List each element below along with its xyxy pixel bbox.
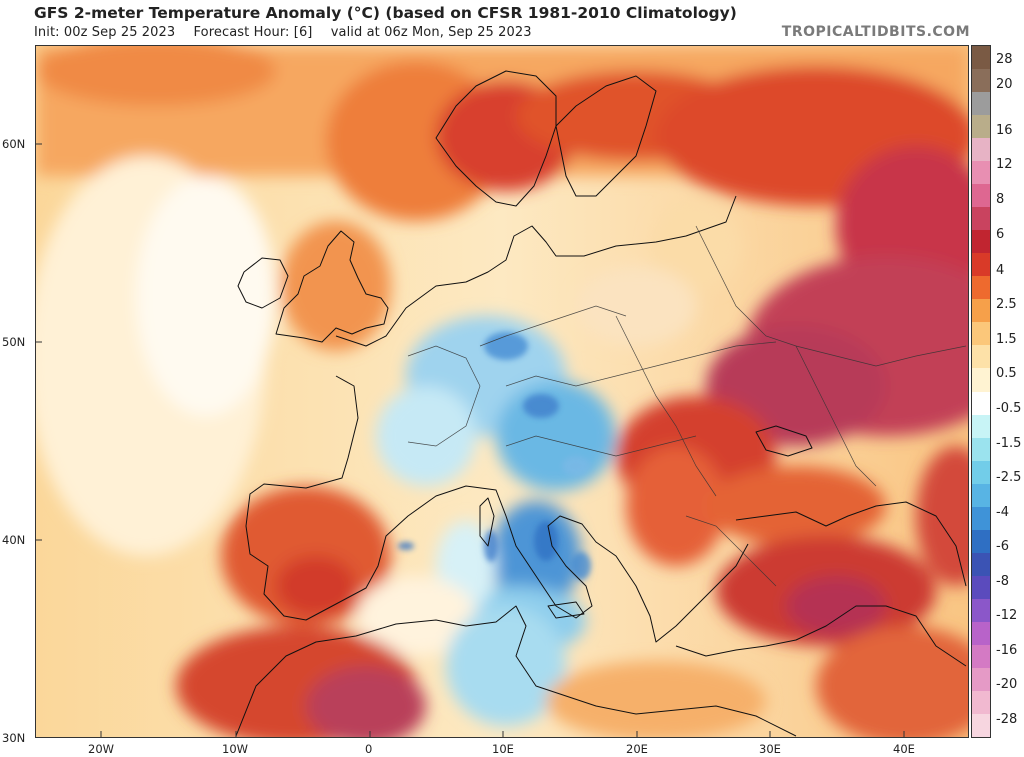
lon-label-40e: 40E	[893, 742, 915, 756]
colorbar-segment	[972, 299, 990, 323]
colorbar-segment	[972, 46, 990, 70]
colorbar-label: 2.5	[996, 297, 1017, 312]
scandinavia-coast	[435, 70, 557, 207]
black-sea-coast	[735, 501, 967, 587]
colorbar-label: 8	[996, 192, 1005, 207]
colorbar-segment	[972, 184, 990, 208]
colorbar-segment	[972, 322, 990, 346]
colorbar-label: 20	[996, 77, 1013, 92]
anatolia-south-coast	[675, 605, 967, 667]
valid-time-label: valid at 06z Mon, Sep 25 2023	[330, 25, 532, 40]
colorbar-segment	[972, 575, 990, 600]
colorbar-label: -2.5	[996, 470, 1022, 485]
lat-label-60n: 60N	[2, 137, 26, 151]
forecast-hour-label: Forecast Hour: [6]	[193, 25, 313, 40]
colorbar-segment	[972, 391, 990, 416]
lon-label-0: 0	[365, 742, 373, 756]
colorbar-segment	[972, 414, 990, 439]
colorbar-segment	[972, 644, 990, 669]
colorbar-label: -1.5	[996, 436, 1022, 451]
colorbar-segment	[972, 368, 990, 392]
colorbar-label: -20	[996, 677, 1018, 692]
gulf-of-bothnia-coast	[555, 75, 657, 197]
lon-label-30e: 30E	[759, 742, 781, 756]
colorbar-label: -0.5	[996, 401, 1022, 416]
cool-patches	[398, 332, 591, 580]
lat-label-30n: 30N	[2, 731, 26, 745]
ireland-coast	[237, 257, 289, 309]
anomaly-map	[35, 45, 969, 738]
colorbar-segment	[972, 230, 990, 254]
colorbar-segment	[972, 115, 990, 139]
colorbar-segment	[972, 529, 990, 554]
north-africa-coast	[235, 605, 797, 737]
colorbar-label: 12	[996, 157, 1013, 172]
colorbar-segment	[972, 483, 990, 508]
colorbar-segment	[972, 713, 990, 738]
colorbar-segment	[972, 92, 990, 116]
great-britain-coast	[275, 230, 389, 343]
south-europe-coast	[245, 375, 749, 643]
colorbar-segment	[972, 69, 990, 93]
colorbar-label: 6	[996, 227, 1005, 242]
anomaly-field	[36, 46, 968, 737]
colorbar-segment	[972, 138, 990, 162]
country-borders	[407, 225, 967, 587]
coastlines	[235, 70, 967, 737]
lon-label-10w: 10W	[222, 742, 249, 756]
axis-ticks	[36, 143, 905, 737]
colorbar-segment	[972, 552, 990, 577]
lat-label-50n: 50N	[2, 335, 26, 349]
colorbar-segment	[972, 161, 990, 185]
north-europe-coast	[335, 195, 737, 347]
colorbar-segment	[972, 667, 990, 692]
brand-watermark: TROPICALTIDBITS.COM	[781, 24, 970, 40]
colorbar-segment	[972, 437, 990, 462]
colorbar-segment	[972, 690, 990, 715]
colorbar-label: 16	[996, 123, 1013, 138]
colorbar-label: 1.5	[996, 332, 1017, 347]
lat-label-40n: 40N	[2, 533, 26, 547]
colorbar-label: 28	[996, 52, 1013, 67]
colorbar-segment	[972, 345, 990, 369]
lon-label-10e: 10E	[492, 742, 514, 756]
sicily-coast	[547, 601, 585, 619]
lon-label-20w: 20W	[88, 742, 115, 756]
colorbar-label: -16	[996, 643, 1018, 658]
colorbar-segment	[972, 621, 990, 646]
colorbar-segment	[972, 253, 990, 277]
init-label: Init: 00z Sep 25 2023	[34, 25, 176, 40]
chart-subtitle: Init: 00z Sep 25 2023 Forecast Hour: [6]…	[34, 25, 546, 40]
colorbar-label: -4	[996, 505, 1009, 520]
colorbar	[971, 45, 991, 738]
crimea-coast	[755, 425, 813, 457]
corsica-sardinia-coast	[479, 497, 495, 547]
colorbar-label: -12	[996, 608, 1018, 623]
colorbar-label: -6	[996, 539, 1009, 554]
colorbar-segment	[972, 207, 990, 231]
lon-label-20e: 20E	[626, 742, 648, 756]
colorbar-label: 0.5	[996, 366, 1017, 381]
colorbar-segment	[972, 276, 990, 300]
chart-title: GFS 2-meter Temperature Anomaly (°C) (ba…	[34, 4, 737, 22]
colorbar-label: 4	[996, 263, 1005, 278]
colorbar-segment	[972, 460, 990, 485]
map-canvas	[36, 46, 968, 737]
colorbar-segment	[972, 506, 990, 531]
colorbar-label: -8	[996, 574, 1009, 589]
colorbar-segment	[972, 598, 990, 623]
colorbar-label: -28	[996, 712, 1018, 727]
